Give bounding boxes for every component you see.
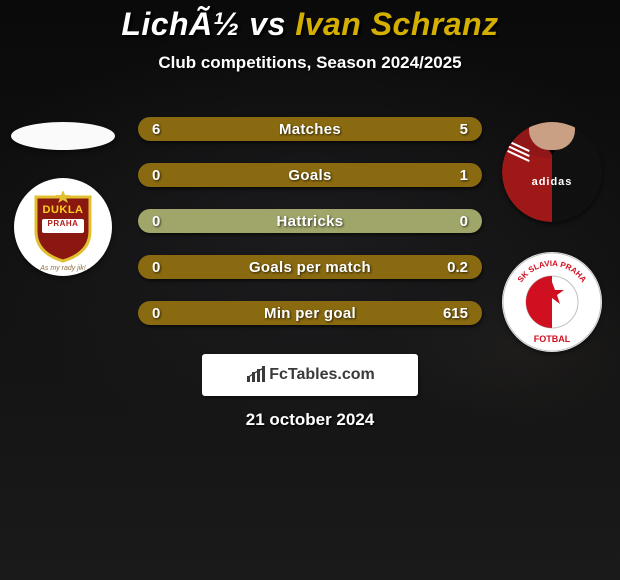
watermark-text: FcTables.com (269, 366, 375, 384)
headline: LichÃ½ vs Ivan Schranz (0, 0, 620, 43)
jersey-brand-text: adidas (532, 176, 573, 188)
stat-label: Goals per match (249, 259, 371, 276)
dukla-shield-icon: DUKLA PRAHA (32, 191, 94, 263)
club-name-line2: PRAHA (32, 219, 94, 228)
stat-left-value: 0 (152, 259, 186, 276)
player2-photo: adidas (502, 122, 602, 222)
stat-left-value: 0 (152, 213, 186, 230)
stat-label: Min per goal (264, 305, 356, 322)
player1-name: LichÃ½ (121, 6, 240, 42)
left-column: DUKLA PRAHA As my rady jik! (8, 122, 118, 276)
stat-label: Goals (288, 167, 331, 184)
stat-label: Hattricks (277, 213, 344, 230)
stat-left-value: 6 (152, 121, 186, 138)
watermark-box: FcTables.com (202, 354, 418, 396)
stat-pill-matches: 6 Matches 5 (138, 117, 482, 141)
right-column: adidas SK SLAVIA PRAHA FOTBAL (492, 122, 612, 352)
player2-club-badge: SK SLAVIA PRAHA FOTBAL (502, 252, 602, 352)
subheadline: Club competitions, Season 2024/2025 (0, 53, 620, 73)
slavia-badge-icon: SK SLAVIA PRAHA FOTBAL (502, 252, 602, 352)
club-motto: As my rady jik! (40, 265, 86, 272)
stat-right-value: 0.2 (434, 259, 468, 276)
date-text: 21 october 2024 (0, 410, 620, 430)
stat-pill-hattricks: 0 Hattricks 0 (138, 209, 482, 233)
vs-word: vs (249, 6, 286, 42)
stat-right-value: 5 (434, 121, 468, 138)
stat-label: Matches (279, 121, 341, 138)
stat-pill-goals: 0 Goals 1 (138, 163, 482, 187)
stat-right-value: 615 (434, 305, 468, 322)
club-name-line1: DUKLA (32, 205, 94, 216)
stat-right-value: 1 (434, 167, 468, 184)
stat-left-value: 0 (152, 167, 186, 184)
svg-text:FOTBAL: FOTBAL (534, 334, 571, 344)
player1-club-badge: DUKLA PRAHA As my rady jik! (14, 178, 112, 276)
bar-chart-icon (245, 366, 267, 384)
infographic-root: LichÃ½ vs Ivan Schranz Club competitions… (0, 0, 620, 580)
stat-right-value: 0 (434, 213, 468, 230)
stat-left-value: 0 (152, 305, 186, 322)
player2-name: Ivan Schranz (295, 6, 498, 42)
player1-photo-placeholder (11, 122, 115, 150)
stat-pill-mpg: 0 Min per goal 615 (138, 301, 482, 325)
stat-pill-gpm: 0 Goals per match 0.2 (138, 255, 482, 279)
